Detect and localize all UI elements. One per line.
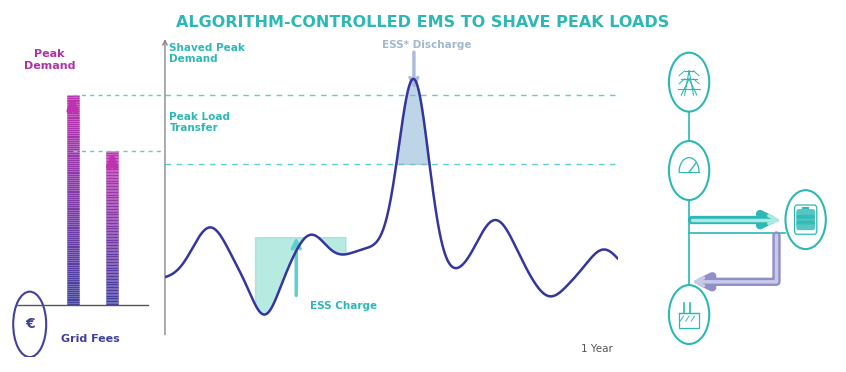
Text: ESS* Discharge: ESS* Discharge <box>382 39 472 49</box>
Text: ALGORITHM-CONTROLLED EMS TO SHAVE PEAK LOADS: ALGORITHM-CONTROLLED EMS TO SHAVE PEAK L… <box>176 15 670 30</box>
Text: Grid Fees: Grid Fees <box>62 334 120 344</box>
FancyBboxPatch shape <box>796 215 815 225</box>
Text: €: € <box>25 317 35 331</box>
Text: ESS Charge: ESS Charge <box>310 301 377 311</box>
Text: Peak Load
Transfer: Peak Load Transfer <box>169 112 230 133</box>
Text: Peak
Demand: Peak Demand <box>24 49 75 71</box>
FancyBboxPatch shape <box>796 209 815 219</box>
Bar <box>679 313 699 327</box>
FancyBboxPatch shape <box>796 220 815 230</box>
Text: Shaved Peak
Demand: Shaved Peak Demand <box>169 43 245 64</box>
Text: 1 Year: 1 Year <box>581 344 613 354</box>
